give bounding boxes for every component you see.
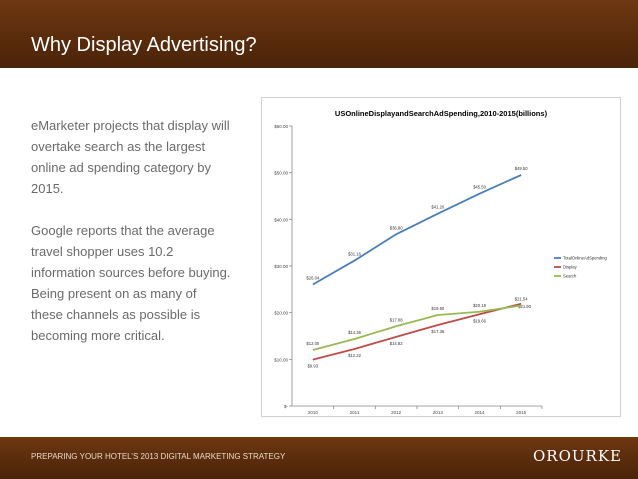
- data-label: $17.36: [431, 329, 444, 334]
- data-label: $12.22: [348, 353, 361, 358]
- legend-label: Display: [563, 265, 578, 270]
- data-label: $19.50: [431, 306, 444, 311]
- slide-title: Why Display Advertising?: [31, 33, 257, 57]
- body-paragraph-1: eMarketer projects that display will ove…: [31, 115, 231, 199]
- data-label: $12.00: [306, 341, 319, 346]
- x-tick-label: 2015: [516, 410, 527, 415]
- data-label: $19.66: [473, 318, 486, 323]
- x-tick-label: 2013: [433, 410, 444, 415]
- y-tick-label: $50.00: [274, 171, 288, 176]
- slide-footer: PREPARING YOUR HOTEL’S 2013 DIGITAL MARK…: [0, 437, 638, 479]
- data-label: $41.20: [431, 205, 444, 210]
- data-label: $36.80: [390, 225, 403, 230]
- y-tick-label: $60.00: [274, 124, 288, 129]
- x-tick-label: 2010: [308, 410, 319, 415]
- series-line-totalonlineadspending: [313, 175, 521, 284]
- y-tick-label: $30.00: [274, 264, 288, 269]
- data-label: $14.36: [348, 330, 361, 335]
- data-label: $26.04: [306, 275, 319, 280]
- data-label: $17.08: [390, 317, 403, 322]
- legend-label: TotalOnlineAdSpending: [563, 256, 607, 261]
- x-tick-label: 2011: [350, 410, 360, 415]
- data-label: $49.50: [515, 166, 528, 171]
- company-logo: OROURKE: [533, 447, 622, 465]
- data-label: $14.82: [390, 341, 403, 346]
- line-chart: USOnlineDisplayandSearchAdSpending…: [261, 97, 621, 417]
- body-paragraph-2: Google reports that the average travel s…: [31, 220, 231, 346]
- series-line-display: [313, 304, 521, 360]
- data-label: $31.16: [348, 252, 361, 257]
- data-label: $21.54: [515, 296, 528, 301]
- x-tick-label: 2014: [474, 410, 485, 415]
- data-label: $20.19: [473, 303, 486, 308]
- y-tick-label: $10.00: [274, 357, 288, 362]
- y-tick-label: $20.00: [274, 311, 288, 316]
- data-label: $45.50: [473, 185, 486, 190]
- footer-text: PREPARING YOUR HOTEL’S 2013 DIGITAL MARK…: [31, 452, 285, 461]
- chart-title: USOnlineDisplayandSearchAdSpending…: [335, 109, 548, 118]
- data-label: $9.93: [308, 364, 319, 369]
- y-tick-label: $-: [284, 404, 289, 409]
- x-tick-label: 2012: [391, 410, 402, 415]
- chart-svg: USOnlineDisplayandSearchAdSpending…: [262, 98, 620, 416]
- slide-header: Why Display Advertising?: [0, 0, 638, 68]
- y-tick-label: $40.00: [274, 217, 288, 222]
- legend-label: Search: [563, 274, 577, 279]
